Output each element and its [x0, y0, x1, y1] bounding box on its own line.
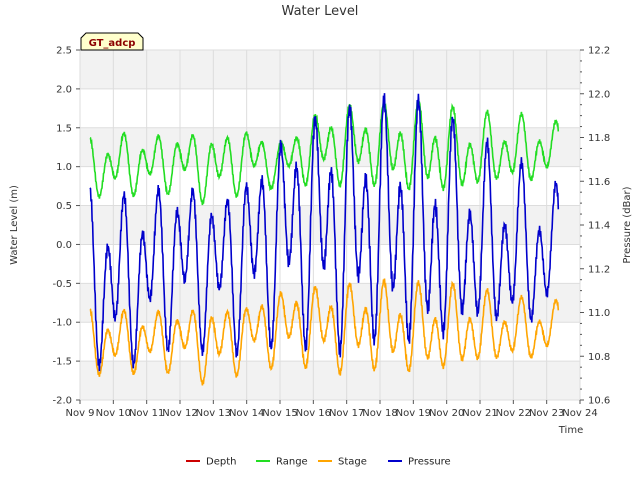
x-axis-title: Time [558, 425, 583, 436]
y-tick-label: 0.5 [56, 201, 72, 212]
y2-tick-label: 12.2 [588, 46, 610, 57]
plot-area [79, 49, 581, 401]
y-tick-label: 1.5 [56, 123, 72, 134]
x-tick-label: Nov 13 [196, 408, 231, 419]
y2-tick-label: 12.0 [588, 89, 610, 100]
y-tick-label: -0.5 [52, 279, 72, 290]
y2-tick-label: 10.6 [588, 396, 610, 407]
background-band [80, 50, 580, 89]
legend-label-range: Range [276, 457, 308, 468]
x-tick-label: Nov 19 [396, 408, 431, 419]
y-axis-title: Water Level (m) [9, 185, 20, 265]
y2-tick-label: 11.0 [588, 308, 610, 319]
x-tick-label: Nov 20 [429, 408, 464, 419]
x-tick-label: Nov 9 [65, 408, 94, 419]
site-badge: GT_adcp [80, 32, 144, 51]
legend-label-stage: Stage [338, 457, 367, 468]
y-tick-label: -2.0 [52, 396, 72, 407]
y-axis-left: 2.5 2.0 1.5 1.0 0.5 0.0 -0.5 -1.0 -1.5 -2.0 [52, 46, 80, 407]
y-tick-label: -1.0 [52, 318, 72, 329]
x-tick-label: Nov 15 [262, 408, 297, 419]
y-tick-label: 1.0 [56, 162, 72, 173]
x-tick-label: Nov 23 [529, 408, 564, 419]
series-lines [89, 93, 560, 386]
series-line-stage [89, 278, 560, 386]
badge-shape [80, 32, 144, 51]
y2-tick-label: 11.2 [588, 264, 610, 275]
series-line-pressure [89, 93, 560, 372]
x-tick-label: Nov 14 [229, 408, 264, 419]
x-tick-label: Nov 22 [496, 408, 531, 419]
y2-tick-label: 11.8 [588, 133, 610, 144]
x-tick-label: Nov 10 [96, 408, 131, 419]
badge-label: GT_adcp [89, 38, 136, 49]
chart-title: Water Level [282, 4, 359, 19]
x-tick-label: Nov 21 [462, 408, 497, 419]
legend-label-pressure: Pressure [408, 457, 451, 468]
y-tick-label: 2.5 [56, 46, 72, 57]
y-tick-label: 2.0 [56, 84, 72, 95]
y2-tick-label: 10.8 [588, 352, 610, 363]
background-band [80, 283, 580, 323]
x-tick-label: Nov 18 [362, 408, 397, 419]
x-tick-label: Nov 24 [562, 408, 597, 419]
x-tick-label: Nov 17 [329, 408, 364, 419]
background-band [80, 361, 580, 400]
background-band [80, 205, 580, 245]
series-line-range [89, 97, 560, 206]
y-axis-right: 12.2 12.0 11.8 11.6 11.4 11.2 11.0 10.8 10.6 [580, 46, 610, 407]
y-tick-label: -1.5 [52, 357, 72, 368]
x-tick-label: Nov 16 [296, 408, 331, 419]
x-tick-label: Nov 11 [129, 408, 164, 419]
y2-axis-title: Pressure (dBar) [622, 186, 633, 263]
y-tick-label: 0.0 [56, 240, 72, 251]
x-tick-label: Nov 12 [162, 408, 197, 419]
y2-tick-label: 11.6 [588, 177, 610, 188]
legend-label-depth: Depth [206, 457, 236, 468]
y2-tick-label: 11.4 [588, 221, 610, 232]
legend: Depth Range Stage Pressure [186, 457, 451, 468]
